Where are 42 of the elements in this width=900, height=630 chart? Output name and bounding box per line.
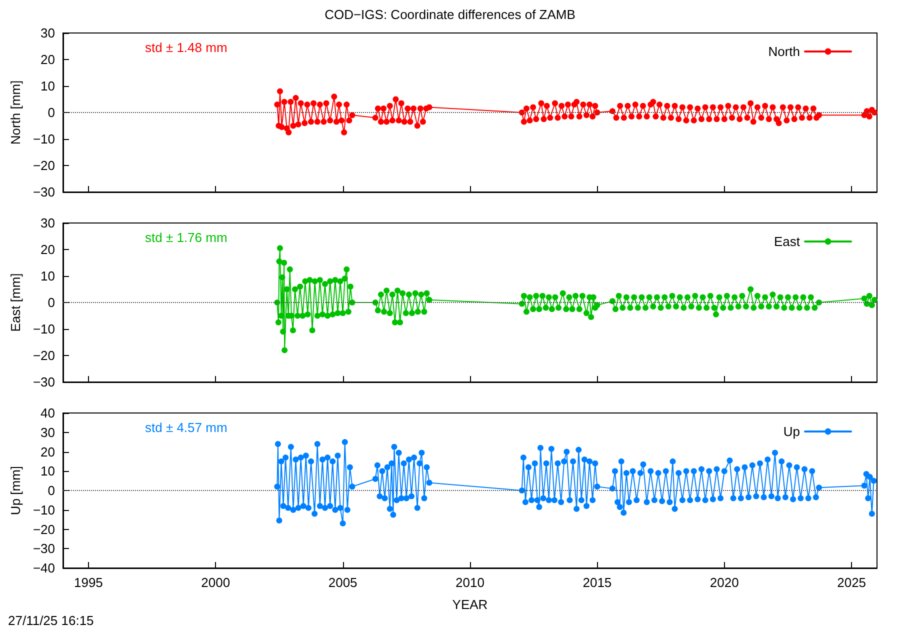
annotation: std ± 1.76 mm bbox=[145, 230, 228, 245]
y-tick-label: 10 bbox=[40, 78, 55, 94]
x-tick-label: 2025 bbox=[837, 575, 866, 590]
y-axis-title: Up [mm] bbox=[8, 466, 24, 516]
legend-label: East bbox=[774, 234, 800, 249]
legend-label: Up bbox=[783, 424, 800, 439]
y-tick-label: 0 bbox=[48, 295, 55, 310]
y-tick-label: 20 bbox=[40, 444, 55, 460]
y-tick-label: 0 bbox=[48, 483, 55, 498]
y-tick-label: 30 bbox=[40, 26, 55, 40]
y-tick-label: −20 bbox=[32, 158, 55, 173]
y-tick-label: 40 bbox=[40, 406, 55, 420]
y-tick-label: −30 bbox=[32, 541, 55, 556]
y-tick-label: 30 bbox=[40, 216, 55, 230]
y-tick-label: 10 bbox=[40, 268, 55, 284]
y-tick-label: −40 bbox=[32, 560, 55, 576]
x-tick-label: 2000 bbox=[201, 575, 230, 590]
y-axis-title: North [mm] bbox=[8, 80, 24, 145]
legend-label: North bbox=[768, 44, 800, 59]
y-tick-label: −20 bbox=[32, 348, 55, 363]
y-axis-title: East [mm] bbox=[8, 273, 24, 332]
chart-title: COD−IGS: Coordinate differences of ZAMB bbox=[324, 7, 576, 22]
y-tick-label: 30 bbox=[40, 424, 55, 440]
y-tick-label: 20 bbox=[40, 52, 55, 67]
y-tick-label: 0 bbox=[48, 105, 55, 120]
x-tick-label: 2010 bbox=[456, 575, 484, 590]
x-tick-label: 2005 bbox=[328, 575, 358, 590]
y-tick-label: −10 bbox=[32, 132, 55, 146]
y-tick-label: −10 bbox=[32, 502, 55, 518]
y-tick-label: 20 bbox=[40, 242, 55, 257]
x-axis-title: YEAR bbox=[452, 597, 488, 612]
x-tick-label: 1995 bbox=[74, 575, 103, 590]
annotation: std ± 4.57 mm bbox=[145, 420, 228, 435]
annotation: std ± 1.48 mm bbox=[145, 40, 228, 55]
y-tick-label: −30 bbox=[32, 184, 55, 200]
x-tick-label: 2015 bbox=[582, 575, 612, 590]
y-tick-label: −10 bbox=[32, 322, 55, 336]
y-tick-label: 10 bbox=[40, 464, 55, 479]
y-tick-label: −30 bbox=[32, 374, 55, 390]
text: 27/11/25 16:15 bbox=[8, 613, 94, 628]
y-tick-label: −20 bbox=[32, 522, 55, 537]
x-tick-label: 2020 bbox=[710, 575, 739, 590]
